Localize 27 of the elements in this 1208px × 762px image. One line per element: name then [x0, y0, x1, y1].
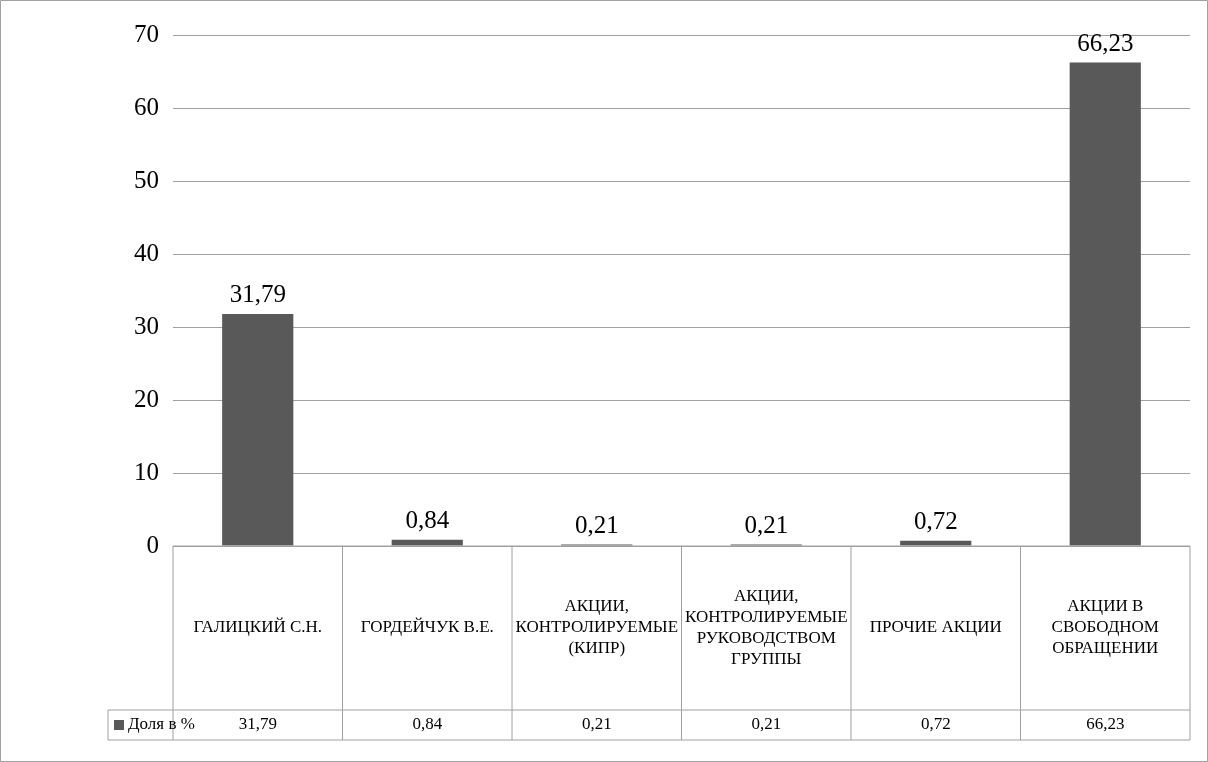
y-tick-label: 50 [134, 165, 159, 193]
text: 31,79 [229, 280, 286, 307]
data-label: 31,79 [238, 714, 277, 734]
text: 0,21 [744, 510, 789, 538]
x-tick-label: ГАЛИЦКИЙ С.Н. [193, 617, 323, 637]
x-tick-label: АКЦИИ В СВОБОДНОМ ОБРАЩЕНИИ [1051, 596, 1159, 658]
x-tick-label: АКЦИИ, КОНТРОЛИРУЕМЫЕ РУКОВОДСТВОМ ГРУППЫ [684, 585, 848, 668]
y-tick-label: 20 [134, 384, 159, 412]
data-label: 0,21 [581, 714, 612, 734]
y-tick-label: 70 [134, 19, 159, 47]
text: 0,72 [913, 506, 958, 534]
text: 0,84 [405, 505, 450, 533]
x-tick-label: ГОРДЕЙЧУК В.Е. [360, 617, 494, 637]
y-tick-label: 30 [134, 311, 159, 339]
legend-label: Доля в % [128, 714, 195, 734]
y-tick-label: 10 [134, 457, 159, 485]
y-tick-label: 0 [146, 530, 159, 558]
y-tick-label: 60 [134, 92, 159, 120]
data-label: 0,72 [920, 714, 951, 734]
text: 0,21 [574, 510, 619, 538]
text: 66,23 [1077, 28, 1134, 56]
x-tick-label: АКЦИИ, КОНТРОЛИРУЕМЫЕ (КИПР) [515, 596, 679, 658]
x-tick-label: ПРОЧИЕ АКЦИИ [869, 617, 1002, 637]
data-label: 0,84 [412, 714, 443, 734]
data-label: 66,23 [1086, 714, 1125, 734]
y-tick-label: 40 [134, 238, 159, 266]
data-label: 0,21 [751, 714, 782, 734]
